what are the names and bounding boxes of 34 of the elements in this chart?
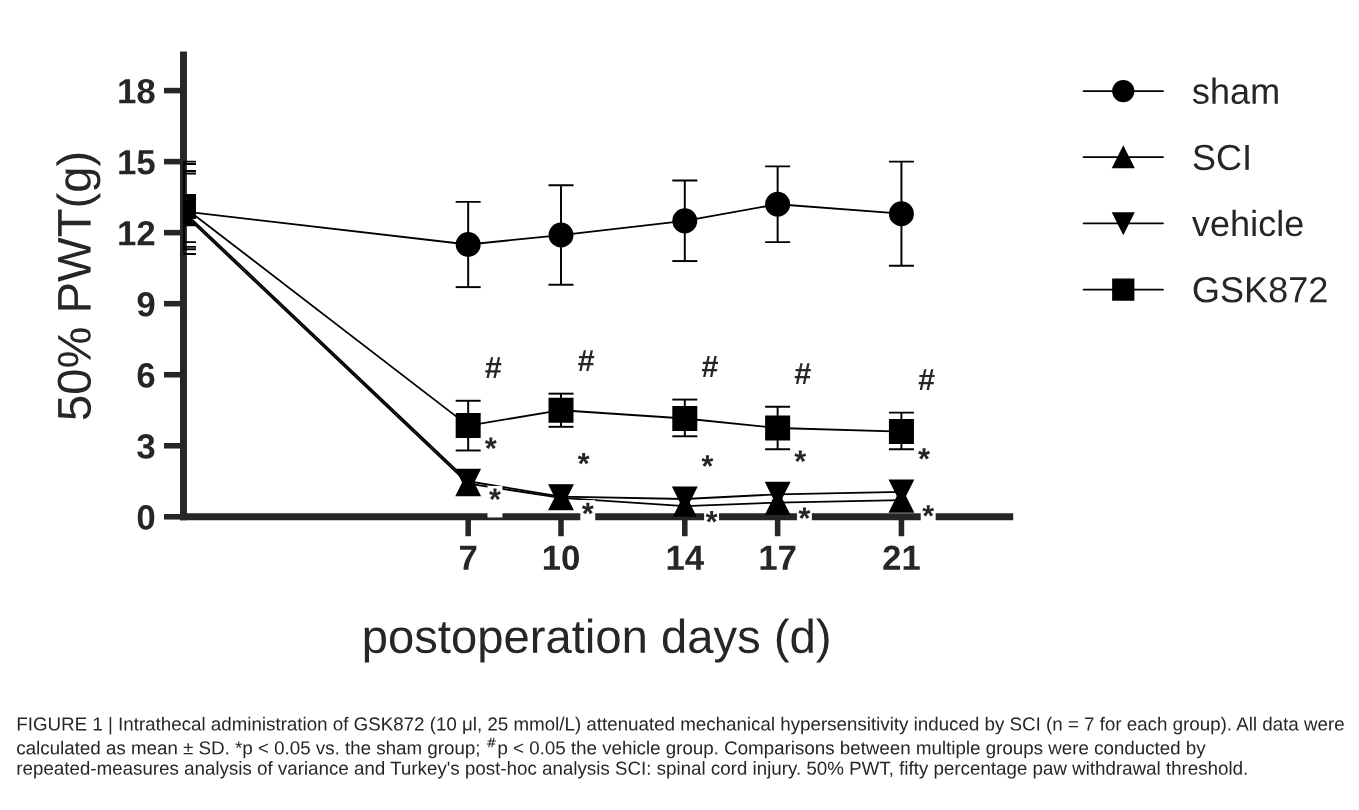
- annotation: *: [577, 452, 590, 465]
- legend-label: vehicle: [1192, 209, 1303, 237]
- legend-label: GSK872: [1193, 276, 1327, 303]
- annotation: *: [922, 505, 935, 517]
- legend-label: SCI: [1193, 144, 1249, 171]
- annotation: *: [484, 437, 497, 449]
- y-axis-title: 50% PWT(g): [56, 153, 101, 420]
- annotation: *: [705, 511, 718, 523]
- caption: FIGURE 1 | Intrathecal administration of GSK872 (10 μl, 25 mmol/L) attenuated mechanical hypersensitivity induced by SCI (n = 7 for each group). All data were calculated as mean ± SD. *p < 0.05 vs. the sham group; $^{#}$p < 0.05 the vehicle group. Comparisons between multiple groups were conducted by repeated-measures analysis of variance and Turkey's post-hoc analysis SCI: spinal cord injury. 50% PWT, fifty percentage paw withdrawal threshold.: [17, 716, 1344, 779]
- annotation: #: [578, 350, 595, 372]
- annotation: *: [701, 455, 714, 467]
- y-tick-label: 18: [119, 78, 155, 104]
- y-tick-label: 0: [137, 505, 155, 530]
- x-tick-label: 7: [460, 545, 477, 570]
- x-tick-label: 21: [883, 545, 920, 570]
- y-tick-label: 12: [119, 220, 155, 246]
- x-tick-label: 10: [543, 545, 579, 571]
- annotation: *: [798, 507, 811, 519]
- annotation: #: [918, 369, 935, 390]
- annotation: *: [794, 450, 807, 462]
- annotation: #: [701, 356, 718, 377]
- x-tick-label: 17: [760, 545, 796, 570]
- annotation: #: [485, 357, 502, 379]
- annotation: *: [489, 488, 501, 500]
- y-tick-label: 15: [119, 150, 155, 175]
- annotation: #: [794, 363, 811, 385]
- legend-label: sham: [1192, 77, 1278, 105]
- y-tick-label: 6: [137, 363, 155, 388]
- annotation: *: [581, 502, 594, 515]
- x-tick-label: 14: [667, 545, 704, 570]
- annotation: *: [918, 448, 930, 460]
- y-tick-label: 9: [137, 292, 155, 317]
- y-tick-label: 3: [137, 434, 155, 459]
- x-axis-title: postoperation days (d): [364, 618, 829, 663]
